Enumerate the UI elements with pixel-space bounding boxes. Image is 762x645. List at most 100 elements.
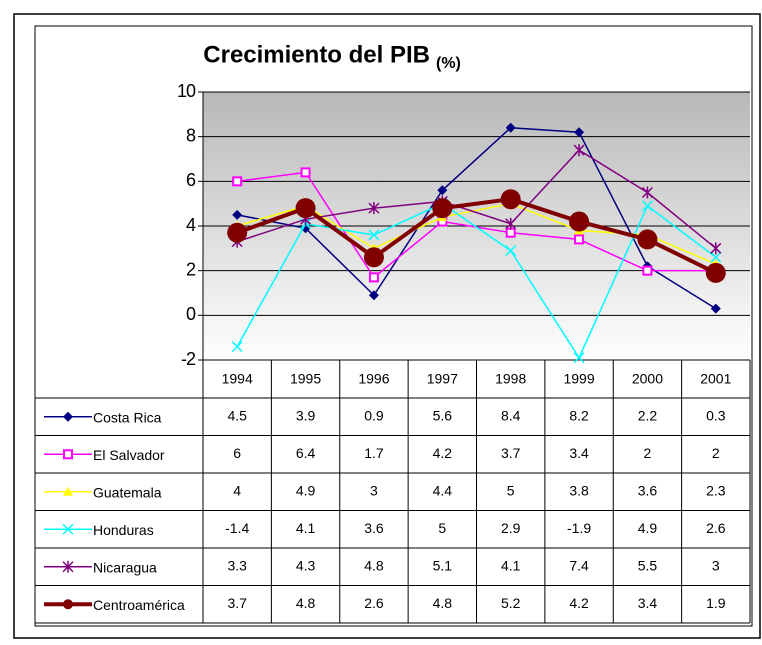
- marker-shape: [363, 247, 384, 268]
- marker-shape: [232, 176, 243, 187]
- marker-shape: [569, 211, 590, 232]
- table-cell: 3.7: [501, 445, 521, 461]
- table-cell: 4.8: [296, 595, 316, 611]
- table-cell: 5.2: [501, 595, 521, 611]
- marker: [574, 234, 585, 245]
- legend-label: Centroamérica: [93, 597, 185, 613]
- table-cell: 4: [233, 482, 241, 498]
- marker-shape: [368, 272, 379, 283]
- marker-shape: [62, 560, 74, 573]
- table-cell: 5: [438, 520, 446, 536]
- legend-label: Honduras: [93, 522, 154, 538]
- table-cell: 4.1: [501, 557, 521, 573]
- marker: [505, 245, 517, 257]
- marker: [574, 127, 585, 138]
- table-cell: -1.9: [567, 520, 591, 536]
- marker-shape: [505, 245, 517, 257]
- y-tick-label: 0: [186, 304, 196, 324]
- table-cell: 3: [712, 557, 720, 573]
- y-tick-label: 10: [177, 81, 196, 101]
- marker-shape: [232, 209, 243, 220]
- y-tick-label: 4: [186, 215, 196, 235]
- marker: [63, 411, 73, 422]
- marker-shape: [63, 486, 73, 496]
- legend-label: Costa Rica: [93, 409, 162, 425]
- marker-shape: [573, 352, 585, 364]
- marker: [62, 560, 74, 573]
- table-cell: 4.1: [296, 520, 316, 536]
- table-cell: 2.9: [501, 520, 521, 536]
- marker: [300, 167, 311, 178]
- marker: [63, 599, 73, 610]
- marker-shape: [63, 449, 73, 460]
- table-cell: 3: [370, 482, 378, 498]
- marker-shape: [505, 217, 517, 230]
- table-cell: 2.6: [364, 595, 384, 611]
- series-line: [236, 202, 717, 360]
- marker-shape: [710, 251, 722, 263]
- marker: [231, 341, 243, 353]
- marker-shape: [63, 411, 73, 422]
- x-tick-label: 1997: [427, 371, 458, 387]
- chart-title-unit: (%): [436, 55, 461, 72]
- marker-shape: [505, 227, 516, 238]
- marker: [368, 290, 379, 301]
- marker-shape: [710, 303, 721, 314]
- table-cell: 3.4: [638, 595, 658, 611]
- table-cell: 5.1: [433, 557, 453, 573]
- marker-shape: [710, 242, 722, 255]
- table-cell: 3.8: [569, 482, 589, 498]
- marker: [437, 185, 448, 196]
- marker-shape: [574, 127, 585, 138]
- marker: [295, 198, 316, 219]
- table-cell: 4.2: [569, 595, 589, 611]
- series-line: [236, 197, 717, 275]
- table-cell: 3.6: [364, 520, 384, 536]
- marker-shape: [368, 229, 380, 241]
- marker: [62, 523, 74, 535]
- marker-shape: [63, 599, 73, 610]
- table-cell: 4.9: [296, 482, 316, 498]
- marker: [505, 227, 516, 238]
- legend-label: El Salvador: [93, 447, 165, 463]
- marker: [710, 242, 722, 255]
- marker: [705, 262, 726, 283]
- table-cell: 4.2: [433, 445, 453, 461]
- table-cell: 4.8: [364, 557, 384, 573]
- y-tick-label: 8: [186, 125, 196, 145]
- marker: [573, 144, 585, 157]
- table-cell: 0.3: [706, 407, 726, 423]
- table-cell: 6.4: [296, 445, 316, 461]
- x-tick-label: 2001: [700, 371, 731, 387]
- marker: [368, 229, 380, 241]
- marker-shape: [300, 167, 311, 178]
- marker-shape: [62, 523, 74, 535]
- marker-shape: [295, 198, 316, 219]
- marker: [641, 186, 653, 199]
- marker-shape: [637, 229, 658, 250]
- table-cell: 2.6: [706, 520, 726, 536]
- table-cell: 4.5: [227, 407, 247, 423]
- marker-shape: [368, 290, 379, 301]
- table-cell: -1.4: [225, 520, 249, 536]
- marker-shape: [500, 189, 521, 210]
- table-cell: 2: [712, 445, 720, 461]
- series-line: [236, 202, 717, 265]
- x-tick-label: 1999: [563, 371, 594, 387]
- y-tick-label: -2: [181, 349, 196, 369]
- marker: [232, 176, 243, 187]
- marker-shape: [574, 234, 585, 245]
- marker: [710, 251, 722, 263]
- marker-shape: [573, 144, 585, 157]
- marker-shape: [641, 186, 653, 199]
- y-tick-label: 6: [186, 170, 196, 190]
- table-cell: 5.6: [433, 407, 453, 423]
- table-cell: 1.9: [706, 595, 726, 611]
- x-tick-label: 1998: [495, 371, 526, 387]
- table-cell: 1.7: [364, 445, 384, 461]
- legend-label: Nicaragua: [93, 559, 157, 575]
- series-line: [237, 126, 717, 310]
- table-cell: 4.4: [433, 482, 453, 498]
- table-cell: 6: [233, 445, 241, 461]
